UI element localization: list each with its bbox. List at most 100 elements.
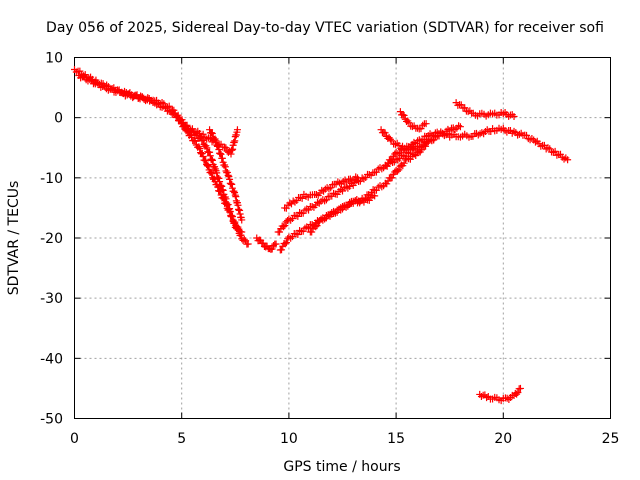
data-point bbox=[208, 170, 216, 178]
data-point bbox=[222, 195, 230, 203]
data-point bbox=[305, 206, 313, 214]
series-track-i bbox=[306, 192, 379, 236]
data-point bbox=[213, 141, 221, 149]
data-point bbox=[562, 154, 570, 162]
data-point bbox=[540, 141, 548, 149]
data-point bbox=[204, 162, 212, 170]
x-tick-labels: 0 5 10 15 20 25 bbox=[70, 431, 619, 447]
axis-ticks bbox=[74, 57, 611, 419]
series-track-j bbox=[381, 122, 464, 170]
data-point bbox=[221, 163, 229, 171]
data-point bbox=[208, 156, 216, 164]
data-point bbox=[464, 108, 472, 116]
data-point bbox=[215, 174, 223, 182]
data-point bbox=[218, 182, 226, 190]
data-point bbox=[422, 120, 430, 128]
data-point bbox=[401, 152, 409, 160]
data-point bbox=[313, 222, 321, 230]
data-point bbox=[281, 222, 289, 230]
data-point bbox=[510, 112, 518, 120]
y-axis-title: SDTVAR / TECUs bbox=[6, 181, 22, 296]
data-point bbox=[503, 394, 511, 402]
data-point bbox=[208, 129, 216, 137]
x-tick-label: 10 bbox=[280, 431, 298, 447]
data-point bbox=[223, 199, 231, 207]
data-point bbox=[551, 147, 559, 155]
data-point bbox=[272, 240, 280, 248]
data-point bbox=[197, 149, 205, 157]
data-point bbox=[291, 198, 299, 206]
data-point bbox=[224, 171, 232, 179]
data-point bbox=[209, 174, 217, 182]
x-tick-label: 0 bbox=[70, 431, 79, 447]
data-point bbox=[278, 246, 286, 254]
data-point bbox=[202, 157, 210, 165]
data-point bbox=[299, 227, 307, 235]
data-point bbox=[393, 167, 401, 175]
data-point bbox=[513, 390, 521, 398]
data-point bbox=[215, 146, 223, 154]
data-point bbox=[228, 212, 236, 220]
data-point bbox=[461, 104, 469, 112]
data-point bbox=[312, 223, 320, 231]
data-point bbox=[259, 239, 267, 247]
data-point bbox=[381, 129, 389, 137]
data-point bbox=[198, 150, 206, 158]
data-point bbox=[326, 212, 334, 220]
data-point bbox=[268, 245, 276, 253]
data-point bbox=[228, 180, 236, 188]
data-point bbox=[240, 235, 248, 243]
data-point bbox=[226, 207, 234, 215]
data-point bbox=[405, 119, 413, 127]
data-point bbox=[238, 216, 246, 224]
series-track-d bbox=[206, 126, 246, 224]
series-track-n bbox=[476, 384, 524, 405]
x-axis-title: GPS time / hours bbox=[283, 459, 400, 475]
data-point bbox=[386, 135, 394, 143]
data-point bbox=[294, 212, 302, 220]
data-point bbox=[281, 240, 289, 248]
data-point bbox=[417, 125, 425, 133]
data-point bbox=[456, 123, 464, 131]
data-point bbox=[207, 129, 215, 137]
data-point bbox=[190, 137, 198, 145]
data-point bbox=[312, 190, 320, 198]
series-track-b bbox=[75, 72, 246, 236]
data-point bbox=[508, 111, 516, 119]
series-track-k bbox=[377, 126, 417, 153]
data-point bbox=[170, 106, 178, 114]
grid-lines bbox=[74, 57, 611, 419]
data-point bbox=[388, 174, 396, 182]
data-point bbox=[564, 156, 572, 164]
data-point bbox=[419, 121, 427, 129]
y-tick-label: -40 bbox=[40, 351, 63, 367]
data-point bbox=[400, 111, 408, 119]
data-point bbox=[212, 137, 220, 145]
data-point bbox=[218, 154, 226, 162]
data-point bbox=[337, 206, 345, 214]
x-tick-label: 25 bbox=[602, 431, 620, 447]
series-track-m bbox=[452, 99, 518, 120]
data-point bbox=[208, 155, 216, 163]
data-point bbox=[226, 175, 234, 183]
data-point bbox=[216, 178, 224, 186]
data-point bbox=[203, 161, 211, 169]
x-tick-label: 20 bbox=[494, 431, 512, 447]
data-point bbox=[206, 152, 214, 160]
y-tick-label: -50 bbox=[40, 412, 63, 428]
y-tick-label: -30 bbox=[40, 291, 63, 307]
y-tick-labels: 10 0 -10 -20 -30 -40 -50 bbox=[40, 51, 63, 428]
data-point bbox=[294, 230, 302, 238]
data-point bbox=[322, 196, 330, 204]
data-point bbox=[230, 187, 238, 195]
data-point bbox=[206, 148, 214, 156]
data-point bbox=[287, 216, 295, 224]
data-point bbox=[203, 144, 211, 152]
data-point bbox=[371, 192, 379, 200]
data-point bbox=[218, 186, 226, 194]
data-point bbox=[298, 194, 306, 202]
data-point bbox=[331, 209, 339, 217]
data-point bbox=[234, 223, 242, 231]
data-point bbox=[207, 168, 215, 176]
data-point bbox=[221, 143, 229, 151]
